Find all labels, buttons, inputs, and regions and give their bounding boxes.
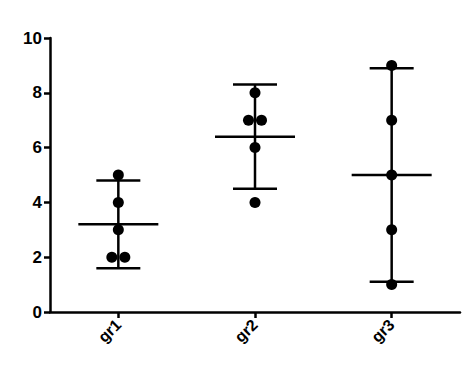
svg-text:gr3: gr3	[368, 316, 398, 346]
svg-text:2: 2	[33, 248, 42, 267]
svg-text:6: 6	[33, 138, 42, 157]
svg-text:4: 4	[33, 193, 43, 212]
svg-text:0: 0	[33, 303, 42, 322]
svg-text:gr1: gr1	[95, 316, 125, 346]
svg-text:8: 8	[33, 83, 42, 102]
svg-text:gr2: gr2	[231, 316, 261, 346]
svg-text:10: 10	[23, 29, 42, 48]
